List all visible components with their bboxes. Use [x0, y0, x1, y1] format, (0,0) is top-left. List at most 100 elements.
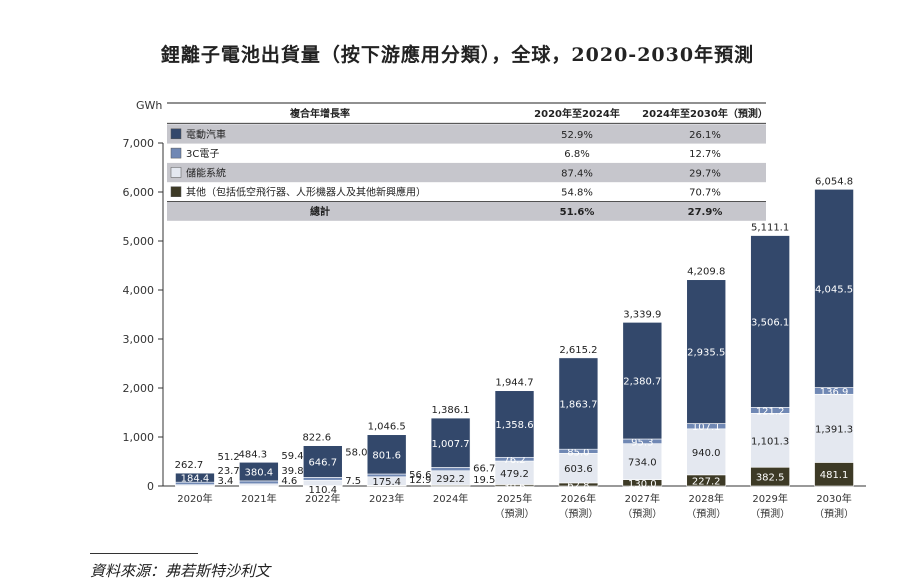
table-row-value: 52.9% [561, 130, 593, 141]
bar-storage-segment [814, 393, 854, 463]
bar-value-label: 19.5 [473, 475, 495, 486]
bar-ev-segment [430, 417, 471, 468]
bar-ev-segment [302, 445, 343, 478]
bar-value-label: 12.9 [409, 475, 431, 486]
bar-value-label: 85.0 [567, 447, 589, 458]
y-tick-label: 1,000 [123, 431, 155, 444]
bar-value-label: 66.7 [473, 463, 495, 474]
bar-ev-segment [175, 472, 215, 483]
legend-swatch [170, 128, 182, 140]
table-total-value: 27.9% [688, 207, 723, 218]
table-row-value: 54.8% [561, 188, 593, 199]
y-tick-label: 2,000 [123, 382, 155, 395]
bar-value-label: 1,863.7 [559, 400, 597, 411]
table-total-label: 總計 [310, 205, 330, 218]
table-row-label: 3C電子 [186, 148, 219, 160]
bar-value-label: 107.1 [692, 422, 721, 433]
bar-value-label: 481.1 [820, 470, 849, 481]
bar-storage-segment [686, 428, 727, 476]
bar-ev-segment [814, 189, 854, 388]
bar-value-label: 59.4 [281, 451, 303, 462]
bar-value-label: 30.6 [503, 481, 525, 492]
bar-ev-segment [366, 434, 407, 475]
x-tick-label: 2020年 [177, 492, 212, 505]
bar-value-label: 940.0 [692, 448, 721, 459]
bar-value-label: 227.2 [692, 476, 721, 487]
y-tick-label: 7,000 [123, 137, 155, 150]
bar-total-label: 1,386.1 [432, 405, 470, 416]
bar-value-label: 62.8 [567, 480, 589, 491]
bar-total-label: 5,111.1 [751, 223, 789, 234]
bar-value-label: 1,391.3 [815, 424, 853, 435]
table-row-value: 6.8% [564, 149, 589, 160]
x-tick-label: 2030年 [816, 492, 851, 505]
bar-value-label: 76.2 [503, 455, 525, 466]
x-tick-label: 2026年 [561, 492, 596, 505]
bar-value-label: 39.8 [281, 466, 303, 477]
bar-total-label: 4,209.8 [687, 267, 725, 278]
bar-value-label: 479.2 [500, 469, 529, 480]
table-header-col2: 2024年至2030年（預測） [642, 107, 768, 120]
x-tick-note: （預測） [686, 507, 726, 520]
bar-c3-segment [302, 477, 343, 481]
bar-storage-segment [622, 443, 663, 480]
bar-value-label: 95.3 [631, 437, 653, 448]
bar-value-label: 51.2 [217, 452, 239, 463]
x-tick-label: 2021年 [241, 492, 276, 505]
bar-value-label: 3,506.1 [751, 317, 789, 328]
x-tick-note: （預測） [814, 507, 854, 520]
legend-swatch [170, 186, 182, 197]
bar-value-label: 184.4 [181, 474, 210, 485]
bar-total-label: 262.7 [175, 460, 204, 471]
bar-ev-segment [686, 279, 727, 424]
y-tick-label: 3,000 [123, 333, 155, 346]
bar-total-label: 3,339.9 [623, 309, 661, 320]
bar-value-label: 23.7 [217, 466, 239, 477]
bar-value-label: 382.5 [756, 473, 785, 484]
bar-value-label: 2,380.7 [623, 377, 661, 388]
y-tick-label: 4,000 [123, 284, 155, 297]
table-row-label: 電動汽車 [186, 128, 226, 141]
x-tick-note: （預測） [495, 507, 535, 520]
bar-value-label: 121.2 [756, 406, 785, 417]
table-row-value: 87.4% [561, 168, 593, 179]
source-note: 資料來源：弗若斯特沙利文 [90, 562, 271, 580]
bar-value-label: 56.6 [409, 470, 431, 481]
table-row-label: 儲能系統 [186, 166, 226, 179]
x-tick-label: 2027年 [625, 492, 660, 505]
bar-ev-segment [622, 322, 663, 440]
chart-axes: GWh 0 1,000 2,000 3,000 4,000 5,000 6,000 7,000 2… [123, 99, 866, 520]
bar-ev-segment [558, 357, 599, 450]
bar-total-label: 484.3 [239, 449, 268, 460]
bar-c3-segment [366, 473, 407, 478]
bar-value-label: 734.0 [628, 458, 657, 469]
bar-ev-segment [239, 461, 279, 482]
bar-value-label: 603.6 [564, 464, 593, 475]
bar-value-label: 2,935.5 [687, 348, 725, 359]
bar-total-label: 1,944.7 [495, 378, 533, 389]
bar-total-label: 1,046.5 [368, 422, 406, 433]
table-row-label: 其他（包括低空飛行器、人形機器人及其他新興應用） [186, 186, 426, 199]
x-tick-label: 2022年 [305, 492, 340, 505]
bar-total-label: 6,054.8 [815, 176, 853, 187]
bar-total-label: 2,615.2 [559, 345, 597, 356]
bar-c3-segment [430, 467, 471, 472]
table-row-value: 26.1% [689, 130, 721, 141]
cagr-table: 複合年增長率 2020年至2024年 2024年至2030年（預測） 電動汽車 52.9… [167, 102, 768, 221]
bar-value-label: 1,358.6 [495, 420, 533, 431]
chart-title: 鋰離子電池出貨量（按下游應用分類），全球，2020-2030年預測 [160, 44, 755, 66]
table-total-band [167, 201, 766, 221]
bar-value-label: 380.4 [245, 468, 274, 479]
x-tick-label: 2028年 [689, 492, 724, 505]
x-tick-label: 2025年 [497, 492, 532, 505]
source-rule [90, 553, 198, 554]
x-tick-label: 2023年 [369, 492, 404, 505]
table-total-value: 51.6% [560, 207, 595, 218]
bar-value-label: 136.9 [820, 387, 849, 398]
bar-total-label: 822.6 [302, 433, 331, 444]
bar-c3-segment [239, 480, 279, 485]
bar-value-label: 7.5 [345, 476, 361, 487]
bar-value-label: 130.0 [628, 479, 657, 490]
bar-value-label: 292.2 [436, 474, 465, 485]
legend-swatch [170, 167, 182, 178]
